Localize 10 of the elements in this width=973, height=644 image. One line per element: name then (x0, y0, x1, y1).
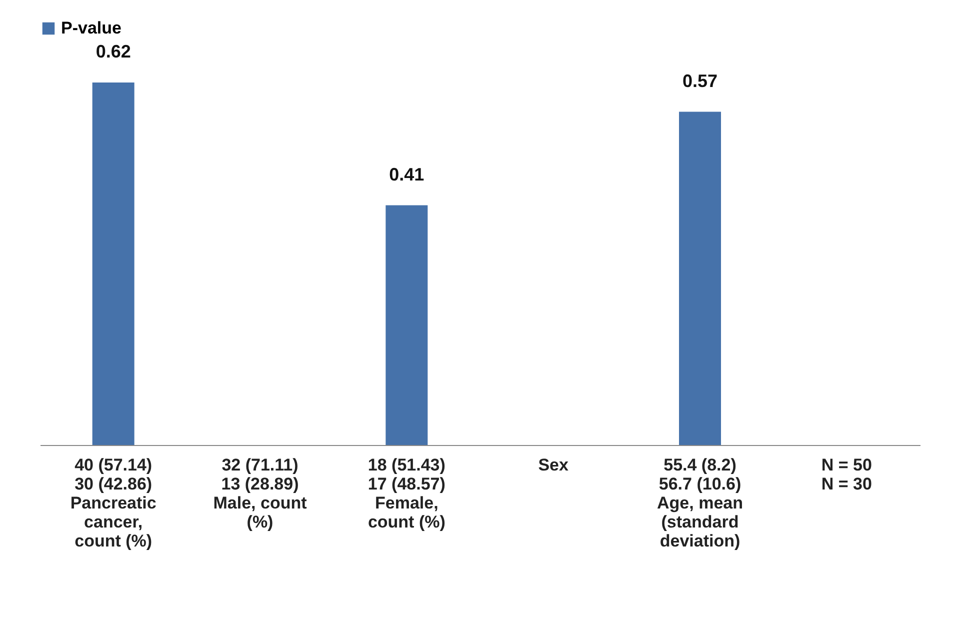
data-label: 0.57 (682, 70, 718, 91)
x-tick-label: 32 (71.11) 13 (28.89) Male, count (%) (213, 456, 308, 532)
legend-label: P-value (61, 18, 122, 38)
data-label: 0.62 (96, 42, 131, 62)
x-tick-label: 40 (57.14) 30 (42.86) Pancreatic cancer, count (%) (70, 456, 156, 550)
x-tick-label: Sex (538, 456, 569, 474)
x-tick-label: 18 (51.43) 17 (48.57) Female, count (%) (368, 456, 446, 532)
x-tick-label: 55.4 (8.2) 56.7 (10.6) Age, mean (standard deviation) (657, 456, 743, 550)
data-label: 0.41 (389, 164, 424, 184)
x-tick-label: N = 50 N = 30 (821, 456, 872, 494)
